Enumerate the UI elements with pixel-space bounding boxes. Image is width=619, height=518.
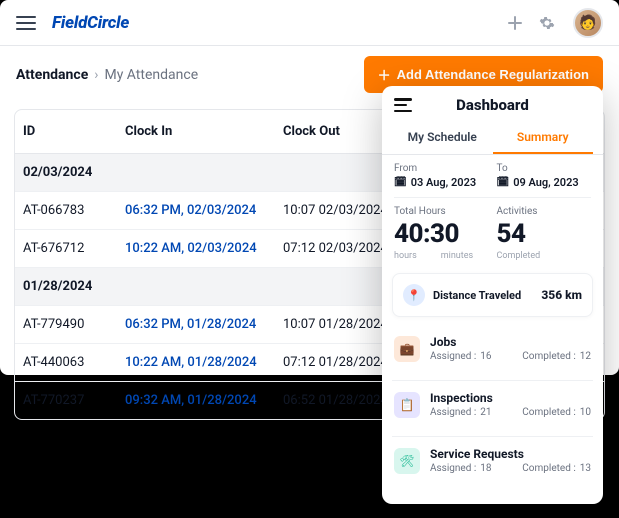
to-date[interactable]: To 🗓09 Aug, 2023 bbox=[497, 163, 592, 189]
completed-label: Completed : bbox=[522, 351, 575, 362]
cell-clock-in: 09:32 AM, 01/28/2024 bbox=[125, 393, 283, 408]
assigned-label: Assigned : bbox=[430, 463, 476, 474]
item-title: Jobs bbox=[430, 335, 591, 349]
plus-icon: ＋ bbox=[378, 65, 391, 84]
item-icon: 🛠 bbox=[394, 448, 420, 474]
to-value: 09 Aug, 2023 bbox=[513, 176, 578, 189]
dashboard-panel: Dashboard My Schedule Summary From 🗓 03 A… bbox=[382, 86, 603, 504]
distance-card: 📍 Distance Traveled 356 km bbox=[392, 273, 593, 317]
calendar-icon: 🗓 bbox=[394, 177, 407, 188]
to-label: To bbox=[497, 163, 592, 174]
completed-value: 12 bbox=[580, 351, 591, 362]
item-icon: 📋 bbox=[394, 392, 420, 418]
cell-id: AT-676712 bbox=[19, 241, 125, 256]
assigned-value: 21 bbox=[480, 407, 491, 418]
summary-item[interactable]: 📋 Inspections Assigned : 21 Completed : 10 bbox=[392, 380, 593, 428]
plus-icon[interactable] bbox=[507, 15, 523, 31]
minutes-unit: minutes bbox=[441, 251, 473, 261]
cell-clock-in: 06:32 PM, 01/28/2024 bbox=[125, 317, 283, 332]
breadcrumb-root[interactable]: Attendance bbox=[16, 67, 88, 83]
brand-logo: FieldCircle bbox=[52, 13, 129, 33]
assigned-value: 16 bbox=[480, 351, 491, 362]
cell-id: AT-770237 bbox=[19, 393, 125, 408]
assigned-label: Assigned : bbox=[430, 351, 476, 362]
cell-id: AT-440063 bbox=[19, 355, 125, 370]
from-date[interactable]: From 🗓 03 Aug, 2023 bbox=[394, 163, 489, 189]
add-regularization-label: Add Attendance Regularization bbox=[397, 67, 589, 82]
cell-id: AT-779490 bbox=[19, 317, 125, 332]
topbar: FieldCircle 🧑 bbox=[0, 0, 619, 46]
activities-unit: Completed bbox=[497, 251, 541, 261]
completed-label: Completed : bbox=[522, 407, 575, 418]
dashboard-tabs: My Schedule Summary bbox=[382, 120, 603, 155]
summary-item[interactable]: 💼 Jobs Assigned : 16 Completed : 12 bbox=[392, 325, 593, 372]
dashboard-title: Dashboard bbox=[394, 96, 591, 114]
col-id: ID bbox=[19, 124, 125, 139]
total-hours: Total Hours 40:30 hours minutes bbox=[394, 206, 489, 261]
from-label: From bbox=[394, 163, 489, 174]
total-hours-value: 40:30 bbox=[394, 219, 459, 249]
activities-label: Activities bbox=[497, 206, 592, 217]
chevron-right-icon: › bbox=[94, 67, 98, 83]
tab-summary[interactable]: Summary bbox=[493, 120, 594, 154]
tab-schedule[interactable]: My Schedule bbox=[392, 120, 493, 154]
item-title: Inspections bbox=[430, 391, 591, 405]
assigned-value: 18 bbox=[480, 463, 491, 474]
calendar-icon: 🗓 bbox=[497, 177, 510, 188]
gear-icon[interactable] bbox=[539, 15, 555, 31]
date-range: From 🗓03 Aug, 2023 To 🗓09 Aug, 2023 bbox=[382, 155, 603, 189]
distance-value: 356 km bbox=[541, 288, 582, 302]
total-hours-label: Total Hours bbox=[394, 206, 489, 217]
completed-value: 13 bbox=[580, 463, 591, 474]
menu-icon[interactable] bbox=[16, 16, 36, 30]
col-clock-in: Clock In bbox=[125, 124, 283, 139]
distance-label: Distance Traveled bbox=[433, 289, 521, 302]
cell-id: AT-066783 bbox=[19, 203, 125, 218]
dashboard-header: Dashboard bbox=[382, 86, 603, 120]
from-value: 03 Aug, 2023 bbox=[411, 176, 476, 189]
breadcrumb-leaf: My Attendance bbox=[104, 67, 198, 83]
breadcrumb: Attendance › My Attendance bbox=[16, 67, 198, 83]
item-title: Service Requests bbox=[430, 447, 591, 461]
assigned-label: Assigned : bbox=[430, 407, 476, 418]
completed-label: Completed : bbox=[522, 463, 575, 474]
activities: Activities 54 Completed bbox=[497, 206, 592, 261]
cell-clock-in: 10:22 AM, 02/03/2024 bbox=[125, 241, 283, 256]
avatar[interactable]: 🧑 bbox=[573, 8, 603, 38]
cell-clock-in: 10:22 AM, 01/28/2024 bbox=[125, 355, 283, 370]
completed-value: 10 bbox=[580, 407, 591, 418]
summary-item[interactable]: 🛠 Service Requests Assigned : 18 Completed :… bbox=[392, 436, 593, 484]
hours-unit: hours bbox=[394, 251, 417, 261]
activities-value: 54 bbox=[497, 219, 526, 249]
pin-icon: 📍 bbox=[403, 284, 425, 306]
cell-clock-in: 06:32 PM, 02/03/2024 bbox=[125, 203, 283, 218]
stats-row: Total Hours 40:30 hours minutes Activitie… bbox=[382, 198, 603, 265]
item-icon: 💼 bbox=[394, 336, 420, 362]
